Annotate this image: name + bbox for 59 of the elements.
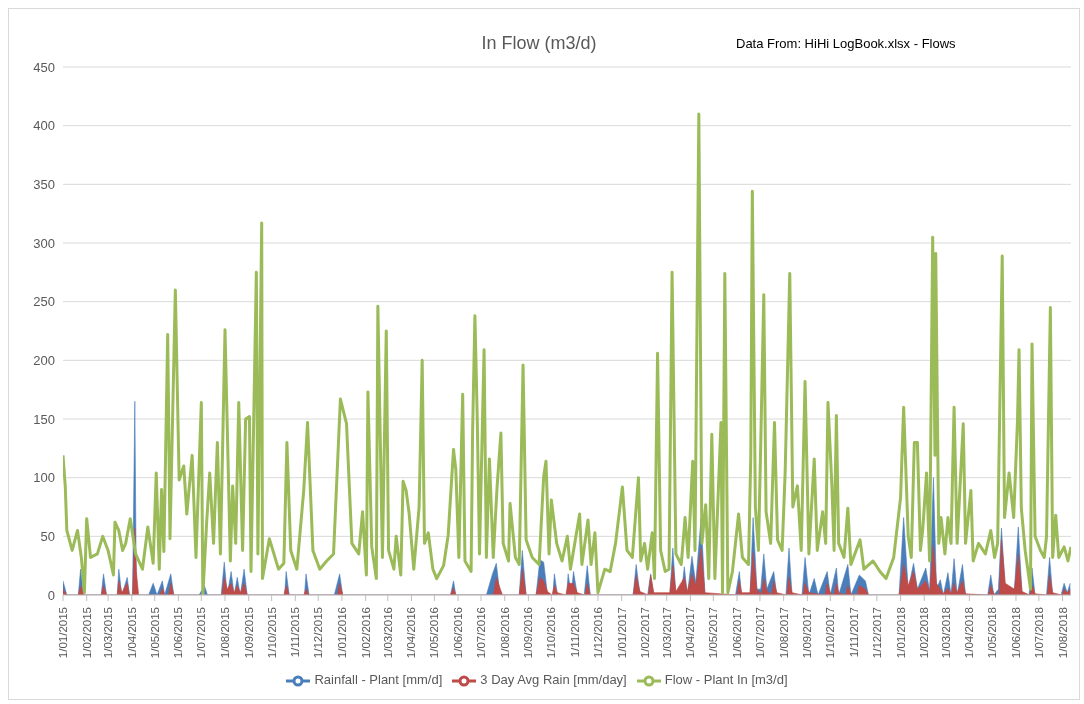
text: Data From: HiHi LogBook.xlsx - Flows <box>736 36 956 51</box>
y-tick-label: 300 <box>33 235 55 251</box>
chart-title: In Flow (m3/d) <box>481 33 597 53</box>
y-tick-label: 350 <box>33 176 55 192</box>
x-tick-label: 1/09/2017 <box>801 607 814 659</box>
x-tick-label: 1/02/2017 <box>639 607 652 659</box>
x-tick-label: 1/08/2017 <box>777 607 790 659</box>
x-tick-label: 1/01/2015 <box>57 607 69 659</box>
x-tick-label: 1/03/2016 <box>381 607 394 659</box>
x-tick-label: 1/12/2016 <box>591 607 604 659</box>
x-tick-label: 1/12/2017 <box>870 607 883 659</box>
x-tick-label: 1/01/2017 <box>615 607 628 659</box>
legend-label: Rainfall - Plant [mm/d] <box>314 672 443 688</box>
x-tick-label: 1/04/2016 <box>405 607 418 659</box>
x-tick-label: 1/10/2016 <box>545 607 558 659</box>
x-tick-label: 1/09/2016 <box>522 607 535 659</box>
x-tick-label: 1/05/2016 <box>428 607 441 659</box>
x-tick-label: 1/04/2017 <box>684 607 697 659</box>
x-tick-label: 1/04/2018 <box>963 607 976 659</box>
x-tick-label: 1/10/2015 <box>265 607 278 659</box>
x-tick-label: 1/03/2017 <box>660 607 673 659</box>
x-tick-label: 1/05/2018 <box>986 607 999 659</box>
x-tick-label: 1/12/2015 <box>312 607 325 659</box>
x-tick-label: 1/11/2016 <box>569 607 582 658</box>
y-tick-label: 150 <box>33 411 55 427</box>
x-tick-label: 1/08/2015 <box>219 607 232 659</box>
x-tick-label: 1/02/2018 <box>918 607 931 659</box>
x-tick-label: 1/06/2016 <box>452 607 465 659</box>
x-tick-label: 1/06/2017 <box>731 607 744 659</box>
x-tick-label: 1/05/2015 <box>148 607 161 659</box>
x-tick-label: 1/02/2015 <box>80 607 93 659</box>
x-tick-label: 1/01/2016 <box>335 607 348 659</box>
x-tick-label: 1/01/2018 <box>894 607 907 659</box>
x-tick-label: 1/08/2016 <box>498 607 511 659</box>
x-tick-label: 1/03/2015 <box>102 607 115 659</box>
y-tick-label: 200 <box>33 352 55 368</box>
x-tick-label: 1/10/2017 <box>824 607 837 659</box>
legend-label: 3 Day Avg Rain [mm/day] <box>480 672 627 688</box>
y-tick-label: 250 <box>33 294 55 310</box>
x-tick-label: 1/04/2015 <box>125 607 138 659</box>
x-tick-label: 1/06/2015 <box>172 607 185 659</box>
x-tick-label: 1/11/2017 <box>847 607 860 658</box>
y-tick-label: 450 <box>33 59 55 75</box>
y-tick-label: 50 <box>40 528 55 544</box>
x-tick-label: 1/11/2015 <box>289 607 302 658</box>
x-tick-label: 1/05/2017 <box>707 607 720 659</box>
x-tick-label: 1/09/2015 <box>242 607 255 659</box>
x-tick-label: 1/07/2017 <box>753 607 766 659</box>
x-tick-label: 1/08/2018 <box>1056 607 1069 659</box>
x-tick-label: 1/07/2015 <box>195 607 208 659</box>
x-tick-label: 1/07/2018 <box>1032 607 1045 659</box>
y-tick-label: 0 <box>47 587 55 603</box>
x-tick-label: 1/07/2016 <box>475 607 488 659</box>
x-tick-label: 1/03/2018 <box>939 607 952 659</box>
y-tick-label: 100 <box>33 470 55 486</box>
y-tick-label: 400 <box>33 118 55 134</box>
x-tick-label: 1/02/2016 <box>359 607 372 659</box>
x-tick-label: 1/06/2018 <box>1009 607 1022 659</box>
legend-label: Flow - Plant In [m3/d] <box>664 672 788 688</box>
